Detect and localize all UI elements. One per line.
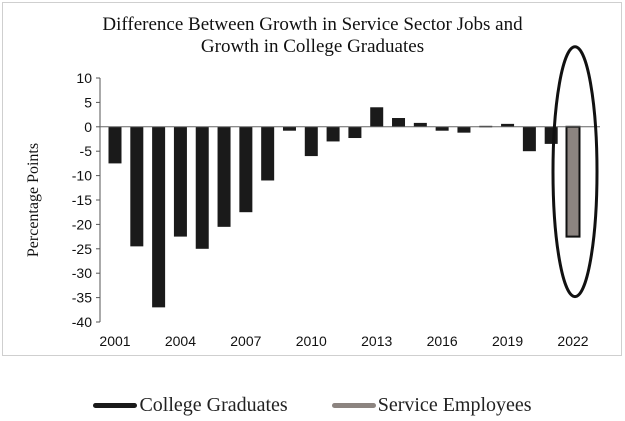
bar-2020: [522, 126, 536, 152]
bar-2006: [217, 126, 231, 227]
x-tick-label-2007: 2007: [230, 333, 261, 349]
y-tick-label: -35: [72, 290, 92, 306]
x-tick-label-2001: 2001: [99, 333, 130, 349]
bar-2021: [544, 126, 558, 144]
legend-entry-college-graduates: College Graduates: [93, 394, 288, 417]
bar-2002: [130, 126, 144, 247]
bar-2009: [282, 126, 296, 131]
legend-swatch-service-employees: [331, 403, 376, 408]
bar-2008: [261, 126, 275, 181]
y-tick-label: 5: [84, 94, 92, 110]
x-tick-label-2022: 2022: [557, 333, 588, 349]
x-tick-label-2016: 2016: [427, 333, 458, 349]
bar-2003: [152, 126, 166, 308]
y-axis-title: Percentage Points: [25, 143, 42, 257]
x-tick-label-2004: 2004: [165, 333, 196, 349]
bar-2012: [348, 126, 362, 139]
y-tick-label: -15: [72, 192, 92, 208]
bar-2015: [413, 122, 427, 127]
legend-entry-service-employees: Service Employees: [331, 394, 532, 417]
bar-2007: [239, 126, 253, 213]
legend-label-service-employees: Service Employees: [377, 394, 532, 416]
bar-2004: [173, 126, 187, 237]
legend: College Graduates Service Employees: [0, 394, 625, 417]
bar-2022: [565, 125, 581, 238]
y-tick-label: -5: [80, 143, 93, 159]
bar-2001: [108, 126, 122, 164]
bar-2014: [392, 118, 406, 127]
y-tick-label: -10: [72, 168, 92, 184]
x-tick-label-2010: 2010: [296, 333, 327, 349]
highlight-ellipse: [551, 45, 599, 299]
bar-2016: [435, 126, 449, 131]
chart-title-line-2: Growth in College Graduates: [200, 36, 425, 57]
y-tick-label: 0: [84, 119, 92, 135]
legend-label-college-graduates: College Graduates: [139, 394, 288, 416]
bar-2010: [304, 126, 318, 157]
bar-2013: [370, 107, 384, 127]
y-tick-label: -30: [72, 265, 92, 281]
x-tick-label-2013: 2013: [361, 333, 392, 349]
y-tick-label: -20: [72, 216, 92, 232]
chart-frame: [2, 2, 622, 356]
bar-2011: [326, 126, 340, 142]
y-tick-label: -25: [72, 241, 92, 257]
chart-title: Difference Between Growth in Service Sec…: [0, 14, 625, 58]
x-tick-label-2019: 2019: [492, 333, 523, 349]
legend-swatch-college-graduates: [93, 403, 138, 408]
bar-chart: 10 5 0 -5 -10 -15 -20 -25 -30 -35 -40 Percentage Po…: [25, 45, 600, 349]
bar-2005: [195, 126, 209, 249]
bar-2017: [457, 126, 471, 133]
bar-2019: [501, 123, 515, 127]
y-tick-label: -40: [72, 314, 92, 330]
y-tick-label: 10: [76, 70, 92, 86]
chart-title-line-1: Difference Between Growth in Service Sec…: [102, 14, 523, 35]
